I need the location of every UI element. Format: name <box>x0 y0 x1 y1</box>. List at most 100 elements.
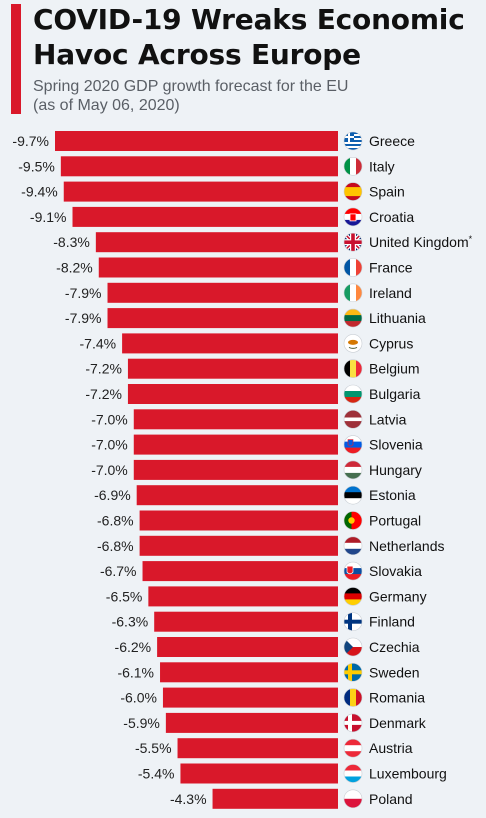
bar-row: -7.2% Belgium <box>85 358 420 379</box>
bar <box>180 763 338 784</box>
value-label: -6.8% <box>97 513 134 529</box>
value-label: -6.0% <box>120 690 157 706</box>
es-flag-icon <box>343 182 363 201</box>
category-label: Latvia <box>369 411 407 427</box>
bar-row: -6.1% Sweden <box>117 662 420 683</box>
value-label: -6.7% <box>100 563 137 579</box>
value-label: -7.4% <box>80 335 117 351</box>
category-label: Luxembourg <box>369 766 447 782</box>
sk-flag-icon <box>343 561 363 581</box>
category-label: Cyprus <box>369 335 413 351</box>
category-label: France <box>369 260 413 276</box>
bar <box>160 662 338 683</box>
hr-flag-icon <box>343 207 363 227</box>
lt-flag-icon <box>343 308 363 328</box>
hu-flag-icon <box>343 460 363 480</box>
bar-row: -7.0% Slovenia <box>91 434 423 455</box>
value-label: -5.9% <box>123 715 160 731</box>
bar-row: -8.3% United Kingdom* <box>53 232 473 253</box>
category-label: Spain <box>369 184 405 200</box>
ie-flag-icon <box>343 283 363 303</box>
bar <box>95 232 338 253</box>
bar <box>127 358 338 379</box>
at-flag-icon <box>343 738 363 758</box>
bar-row: -7.9% Lithuania <box>65 308 426 329</box>
bar <box>212 788 338 809</box>
cz-flag-icon <box>343 637 363 657</box>
value-label: -6.8% <box>97 538 134 554</box>
bar-row: -7.4% Cyprus <box>80 333 413 354</box>
value-label: -9.4% <box>21 184 58 200</box>
subtitle-line-1: Spring 2020 GDP growth forecast for the … <box>33 78 349 95</box>
footnote-marker: * <box>469 234 473 244</box>
value-label: -6.9% <box>94 487 131 503</box>
bar-row: -6.3% Finland <box>112 611 415 632</box>
value-label: -7.2% <box>85 361 122 377</box>
category-label: Slovakia <box>369 563 422 579</box>
category-label: Bulgaria <box>369 386 421 402</box>
value-label: -8.2% <box>56 260 93 276</box>
bar-row: -9.1% Croatia <box>30 206 414 227</box>
value-label: -4.3% <box>170 791 207 807</box>
bar-row: -9.7% Greece <box>12 131 415 151</box>
gr-flag-icon <box>343 131 363 151</box>
category-label: Netherlands <box>369 538 445 554</box>
bar <box>154 611 338 632</box>
bar <box>98 257 339 278</box>
bar <box>133 409 338 430</box>
bar <box>72 206 338 227</box>
it-flag-icon <box>343 157 363 176</box>
lv-flag-icon <box>343 409 363 429</box>
chart-title: COVID-19 Wreaks Economic Havoc Across Eu… <box>33 3 465 71</box>
category-label: Slovenia <box>369 437 423 453</box>
bar <box>165 712 338 733</box>
bar-row: -5.4% Luxembourg <box>138 763 447 784</box>
category-label: United Kingdom* <box>369 234 473 250</box>
category-label: Portugal <box>369 513 421 529</box>
bar-row: -6.9% Estonia <box>94 485 416 506</box>
value-label: -6.2% <box>115 639 152 655</box>
bar-row: -9.5% Italy <box>18 156 395 177</box>
value-label: -9.5% <box>18 158 55 174</box>
ro-flag-icon <box>343 688 363 707</box>
value-label: -7.0% <box>91 462 128 478</box>
pt-flag-icon <box>343 511 363 530</box>
bar <box>133 459 338 480</box>
bar <box>162 687 338 708</box>
ee-flag-icon <box>343 485 363 505</box>
bar <box>157 637 338 657</box>
bar-row: -9.4% Spain <box>21 181 405 202</box>
value-label: -9.1% <box>30 209 67 225</box>
fi-flag-icon <box>343 612 363 632</box>
bar-row: -7.0% Hungary <box>91 459 422 480</box>
de-flag-icon <box>343 587 363 606</box>
value-label: -5.5% <box>135 740 172 756</box>
category-label: Croatia <box>369 209 414 225</box>
bar-row: -6.5% Germany <box>106 586 427 607</box>
fr-flag-icon <box>343 258 363 277</box>
category-label: Estonia <box>369 487 416 503</box>
bar <box>136 485 338 506</box>
category-label: Belgium <box>369 361 420 377</box>
uk-flag-icon <box>343 232 363 252</box>
bar <box>142 561 338 582</box>
bar <box>60 156 338 177</box>
category-label: Ireland <box>369 285 412 301</box>
bar-row: -6.8% Netherlands <box>97 535 445 556</box>
bar-row: -7.9% Ireland <box>65 282 412 303</box>
chart-subtitle: Spring 2020 GDP growth forecast for the … <box>33 77 473 115</box>
category-label: Italy <box>369 158 395 174</box>
category-label: Czechia <box>369 639 420 655</box>
bar <box>63 181 339 202</box>
value-label: -7.9% <box>65 310 102 326</box>
bar-row: -7.2% Bulgaria <box>85 384 421 404</box>
category-label: Romania <box>369 690 425 706</box>
bar-row: -6.2% Czechia <box>115 637 420 657</box>
nl-flag-icon <box>343 536 363 556</box>
value-label: -7.2% <box>85 386 122 402</box>
bar-row: -6.0% Romania <box>120 687 425 708</box>
pl-flag-icon <box>343 789 363 809</box>
lu-flag-icon <box>343 764 363 783</box>
bar <box>127 384 338 404</box>
